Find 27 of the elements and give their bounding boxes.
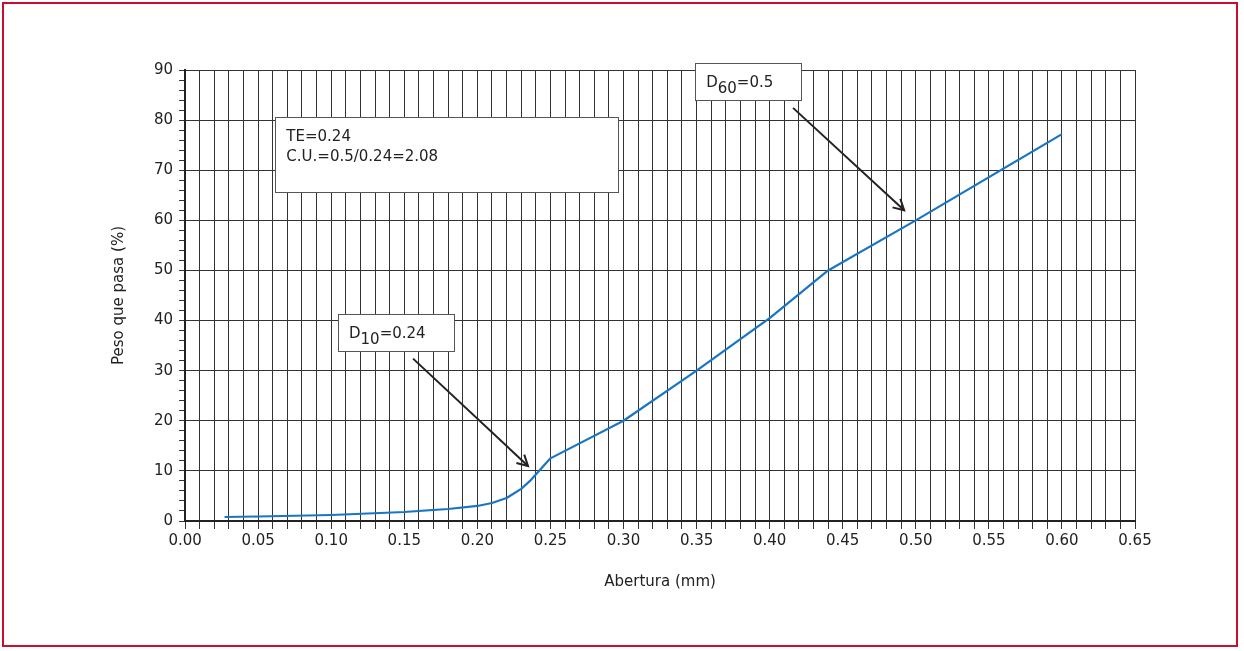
x-tick-label: 0.30 [606,530,641,549]
y-tick-label: 30 [153,360,174,379]
x-tick-label: 0.15 [387,530,421,549]
y-tick-label: 40 [153,310,174,329]
x-tick-label: 0.10 [314,530,348,549]
y-tick-label: 70 [153,160,174,179]
x-tick-label: 0.55 [972,530,1006,549]
y-tick-label: 50 [153,260,174,279]
y-axis-title: Peso que pasa (%) [108,226,127,365]
x-tick-label: 0.40 [752,530,787,549]
x-tick-label: 0.60 [1045,530,1079,549]
x-tick-label: 0.25 [533,530,568,549]
y-tick-label: 0 [163,510,174,529]
y-tick-label: 20 [153,410,174,429]
x-tick-label: 0.50 [899,530,933,549]
x-tick-label: 0.05 [241,530,275,549]
x-tick-label: 0.65 [1118,530,1152,549]
x-axis-title: Abertura (mm) [604,571,716,590]
y-tick-label: 80 [153,110,174,128]
x-tick-label: 0.20 [460,530,495,549]
y-tick-label: 10 [153,460,174,479]
y-tick-label: 90 [153,59,174,78]
y-tick-label: 60 [153,210,174,229]
x-tick-label: 0.00 [168,530,202,549]
text-box: TE=0.24 C.U.=0.5/0.24=2.08 [275,116,620,193]
x-tick-label: 0.35 [679,530,714,549]
x-tick-label: 0.45 [826,530,860,549]
